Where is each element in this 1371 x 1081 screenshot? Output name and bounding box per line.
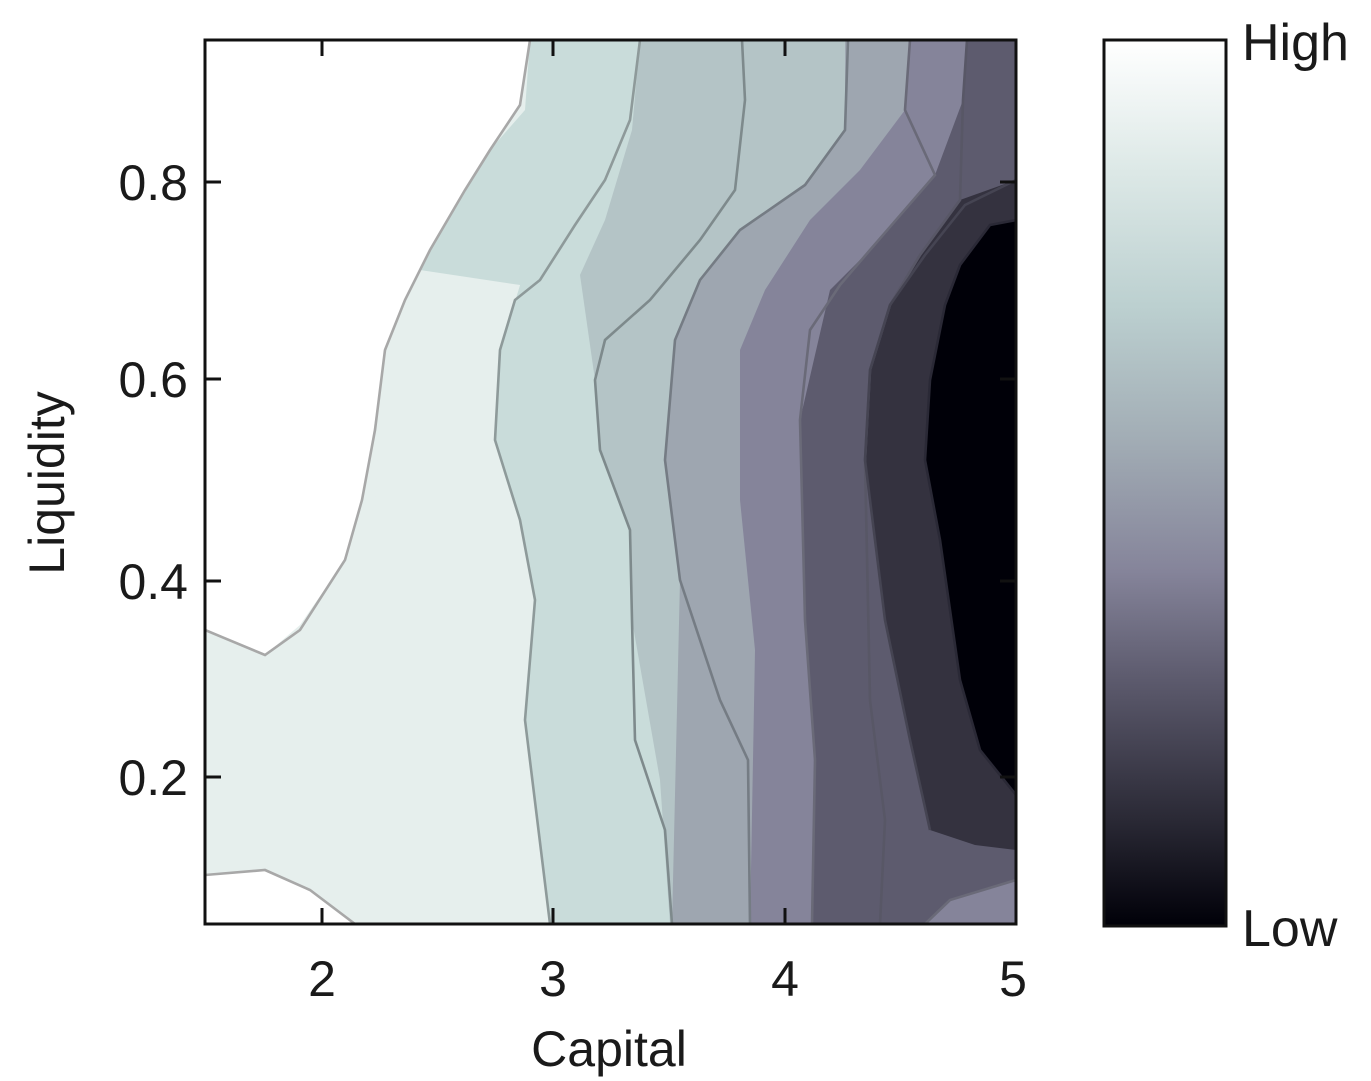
band-level-0-top — [205, 40, 530, 655]
y-axis-label: Liquidity — [19, 391, 75, 574]
contour-line — [593, 40, 747, 924]
band-level-0-bottom — [205, 870, 355, 924]
x-axis-ticks — [320, 40, 1018, 924]
colorbar-gradient — [1102, 38, 1228, 928]
plot-area — [205, 40, 1016, 924]
plot-frame — [203, 38, 1018, 926]
contour-line — [663, 40, 850, 924]
contour-line — [924, 878, 1016, 924]
y-tick-labels: 0.2 0.4 0.6 0.8 — [118, 155, 188, 806]
x-tick-label: 3 — [539, 951, 567, 1007]
band-level-6-corner — [925, 880, 1016, 924]
y-tick-label: 0.2 — [118, 750, 188, 806]
contour-lines — [205, 40, 1016, 924]
colorbar-low-label: Low — [1242, 900, 1338, 958]
x-tick-label: 2 — [308, 951, 336, 1007]
contour-line — [205, 868, 356, 924]
contour-line — [923, 218, 1016, 796]
colorbar-high-label: High — [1242, 14, 1349, 72]
y-tick-label: 0.8 — [118, 155, 188, 211]
contour-line — [493, 40, 642, 924]
x-tick-label: 4 — [771, 951, 799, 1007]
colorbar: High Low — [1102, 14, 1349, 958]
y-tick-label: 0.6 — [118, 352, 188, 408]
contour-line — [798, 40, 937, 924]
y-tick-label: 0.4 — [118, 554, 188, 610]
band-level-1-lower — [205, 270, 550, 924]
contour-line — [205, 40, 532, 657]
x-axis-label: Capital — [531, 1021, 687, 1077]
x-tick-labels: 2 3 4 5 — [308, 951, 1027, 1007]
y-axis-ticks — [205, 180, 1016, 779]
contour-line — [863, 178, 1016, 831]
x-tick-label: 5 — [999, 951, 1027, 1007]
